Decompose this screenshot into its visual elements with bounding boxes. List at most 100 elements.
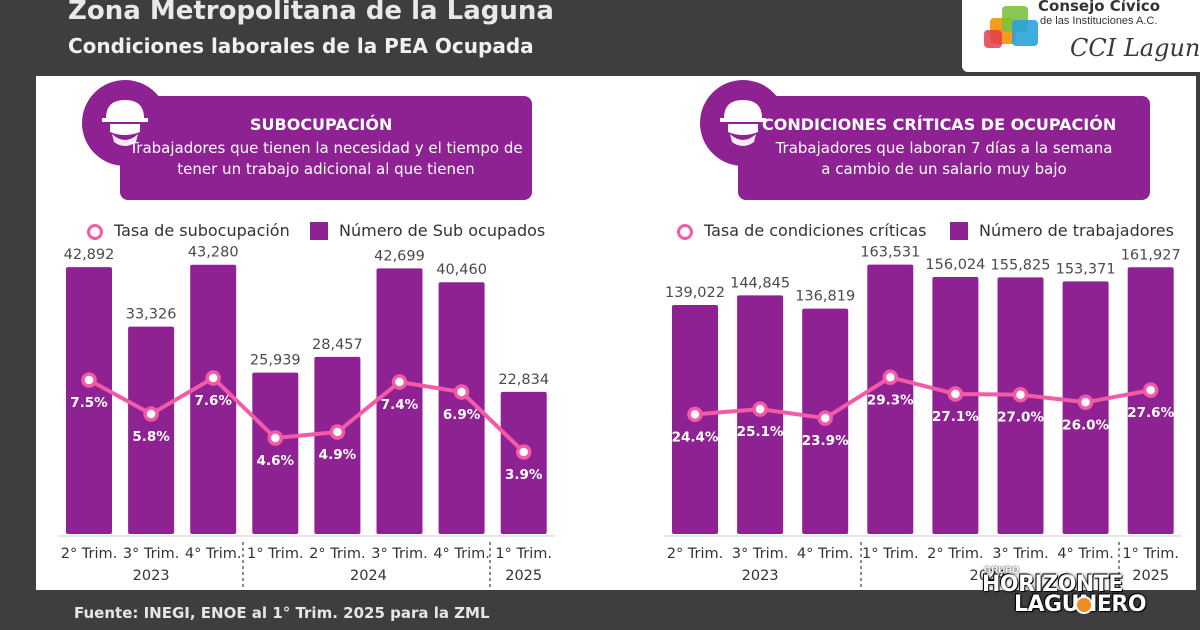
x-tick-label: 2° Trim. (309, 546, 366, 562)
x-tick-label: 4° Trim. (797, 546, 854, 562)
bar-value-label: 144,845 (730, 275, 790, 291)
bar-value-label: 40,460 (436, 262, 487, 278)
rate-point (752, 401, 768, 417)
rate-point (329, 424, 346, 440)
left-border (0, 0, 36, 630)
rate-point (205, 370, 221, 386)
rate-value-label: 24.4% (672, 429, 719, 445)
bar (867, 264, 914, 534)
bar-value-label: 33,326 (126, 307, 177, 323)
icon-circle-subocupacion (82, 80, 168, 166)
watermark-small: GRUPO (984, 565, 1020, 575)
bar (500, 391, 547, 534)
bar-value-label: 153,371 (1056, 261, 1116, 277)
panel-header-subocupacion (120, 96, 532, 200)
rate-point (1012, 386, 1029, 403)
rate-point (1077, 394, 1094, 411)
legend-line-label: Tasa de subocupación (114, 221, 290, 240)
legend-line-marker (87, 224, 103, 240)
bar-value-label: 22,834 (498, 372, 549, 388)
x-tick-label: 2° Trim. (667, 546, 724, 562)
rate-value-label: 27.0% (997, 410, 1044, 426)
bar-value-label: 163,531 (860, 245, 920, 261)
rate-value-label: 4.6% (257, 453, 295, 469)
right-border (1196, 0, 1200, 630)
x-tick-label: 4° Trim. (433, 546, 490, 562)
legend-bar-label: Número de Sub ocupados (339, 221, 546, 240)
source-note: Fuente: INEGI, ENOE al 1° Trim. 2025 par… (74, 604, 490, 622)
rate-value-label: 4.9% (319, 447, 357, 463)
watermark-dot (1075, 596, 1093, 614)
watermark-line1: HORIZONTE (982, 572, 1123, 597)
x-tick-label: 2° Trim. (927, 546, 984, 562)
panel-desc-line2-subocupacion: tener un trabajo adicional al que tienen (177, 160, 475, 178)
bar-value-label: 25,939 (250, 353, 301, 369)
bar-value-label: 155,825 (991, 257, 1051, 273)
rate-value-label: 7.6% (194, 393, 232, 409)
panel-title-subocupacion: SUBOCUPACIÓN (250, 115, 393, 134)
bar-value-label: 136,819 (795, 289, 855, 305)
year-label: 2024 (969, 568, 1006, 584)
logo-script: CCI Laguna (1070, 34, 1200, 62)
x-tick-label: 4° Trim. (1057, 546, 1114, 562)
bar-value-label: 42,892 (64, 247, 115, 263)
year-label: 2024 (350, 568, 387, 584)
rate-value-label: 7.4% (381, 397, 419, 413)
rate-point (882, 369, 899, 386)
rate-value-label: 26.0% (1062, 417, 1109, 433)
rate-point (947, 386, 964, 402)
worker-helmet-icon (720, 100, 766, 146)
bar (997, 277, 1044, 534)
logo-name: Consejo Cívico (1038, 0, 1161, 15)
bar (314, 356, 361, 534)
x-tick-label: 3° Trim. (732, 546, 789, 562)
rate-value-label: 23.9% (802, 433, 849, 449)
bar (438, 282, 485, 534)
legend-line-label: Tasa de condiciones críticas (704, 221, 927, 240)
bar-value-label: 161,927 (1121, 247, 1181, 263)
bar-value-label: 43,280 (188, 245, 239, 261)
page-title: Zona Metropolitana de la Laguna (68, 0, 554, 26)
bar-value-label: 42,699 (374, 248, 425, 264)
legend-bar-marker (950, 222, 968, 240)
bar-value-label: 156,024 (925, 257, 985, 273)
panel-header-criticas (738, 96, 1150, 200)
rate-value-label: 5.8% (132, 429, 170, 445)
year-label: 2025 (505, 568, 542, 584)
rate-line (88, 376, 526, 454)
logo-square-red (984, 30, 1002, 48)
icon-circle-criticas (700, 80, 786, 166)
rate-point (81, 372, 97, 388)
rate-value-label: 6.9% (443, 407, 481, 423)
panel-desc-line1-subocupacion: Trabajadores que tienen la necesidad y e… (129, 139, 523, 157)
panel-desc-line2-criticas: a cambio de un salario muy bajo (821, 160, 1067, 178)
bar (932, 277, 979, 534)
x-tick-label: 2° Trim. (61, 546, 118, 562)
x-tick-label: 1° Trim. (495, 546, 552, 562)
panel-desc-line1-criticas: Trabajadores que laboran 7 días a la sem… (775, 139, 1113, 157)
legend-line-marker (677, 224, 693, 240)
bar (376, 268, 423, 534)
rate-point (391, 374, 408, 390)
legend-bar-label: Número de trabajadores (979, 221, 1174, 240)
bar-value-label: 139,022 (665, 285, 725, 301)
x-tick-label: 3° Trim. (123, 546, 180, 562)
bar (66, 267, 112, 534)
year-label: 2023 (742, 568, 779, 584)
logo-square-blue (1012, 20, 1038, 46)
rate-point (267, 430, 284, 446)
rate-point (687, 406, 703, 423)
rate-line (694, 375, 1152, 421)
bar (190, 264, 237, 534)
bar-value-label: 28,457 (312, 337, 363, 353)
year-label: 2023 (133, 568, 170, 584)
year-label: 2025 (1132, 568, 1169, 584)
x-tick-label: 1° Trim. (862, 546, 919, 562)
page-subtitle: Condiciones laborales de la PEA Ocupada (68, 34, 534, 58)
rate-value-label: 27.6% (1127, 405, 1174, 421)
worker-helmet-icon (102, 100, 148, 146)
rate-value-label: 7.5% (70, 395, 108, 411)
rate-point (817, 410, 833, 426)
